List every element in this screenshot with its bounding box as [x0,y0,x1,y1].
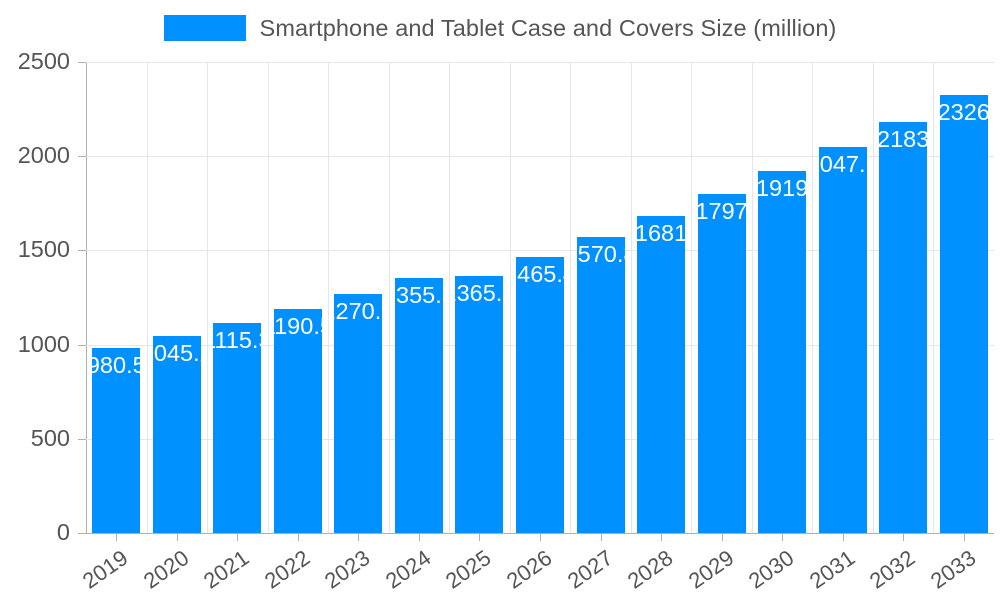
bar-value-label: 980.5 [92,352,141,379]
x-axis-tick-mark [782,534,783,541]
category-gridline [268,62,269,533]
bar[interactable]: 2047.1 [818,147,867,533]
x-axis-tick-label: 2031 [804,545,859,594]
x-axis-tick-mark [479,534,480,541]
category-gridline [147,62,148,533]
y-axis-tick-mark [78,344,86,346]
bar[interactable]: 1570.8 [576,237,625,533]
category-gridline [510,62,511,533]
bar-value-label: 1190.5 [274,312,322,339]
bar-value-label: 1797 [697,198,746,225]
bar-value-label: 1270.8 [334,297,382,324]
x-axis-tick-mark [661,534,662,541]
y-axis-tick-label: 0 [56,519,70,545]
x-axis-tick-label: 2027 [562,545,617,594]
y-axis-tick-label: 1500 [17,236,70,263]
gridline [86,250,994,252]
x-axis-tick-mark [419,534,420,541]
bar[interactable]: 2326 [939,94,988,533]
x-axis-tick-label: 2023 [320,545,375,594]
y-axis-tick-mark [78,62,86,63]
plot-area: 980.5 1045.2 1115.3 1190.5 1270.8 1355.3 1365.… [86,62,994,534]
y-axis-tick-label: 2000 [17,142,70,169]
x-axis-tick-label: 2019 [78,545,133,594]
category-gridline [328,62,329,533]
x-axis-tick-label: 2033 [925,545,981,594]
category-gridline [873,62,874,533]
y-axis-tick-label: 1000 [17,330,70,357]
x-axis-tick-mark [903,534,904,541]
x-axis-tick-label: 2024 [380,545,436,594]
bar[interactable]: 1365.5 [455,275,504,533]
bar[interactable]: 1045.2 [152,336,201,533]
y-axis-tick-mark [78,533,86,534]
bar-value-label: 2326 [939,98,988,125]
category-gridline [207,62,208,533]
bar[interactable]: 1190.5 [273,308,322,533]
y-axis-tick-label: 2500 [17,48,70,74]
bar-value-label: 1115.3 [213,326,261,353]
x-axis-tick-label: 2022 [259,545,315,594]
category-gridline [389,62,390,533]
category-gridline [449,62,450,533]
bar-value-label: 1355.3 [395,281,443,308]
y-axis-tick-mark [78,156,86,158]
category-gridline [933,62,934,533]
bar-value-label: 1570.8 [577,241,625,268]
x-axis-tick-mark [237,534,238,541]
x-axis-tick-label: 2032 [865,545,920,594]
bar[interactable]: 1355.3 [394,277,443,533]
x-axis-tick-mark [964,534,965,541]
y-axis-line [86,62,87,534]
x-axis-tick-label: 2020 [138,545,194,594]
x-axis-tick-mark [358,534,359,541]
y-axis-tick-mark [78,438,86,440]
x-axis-tick-mark [298,534,299,541]
chart-legend: Smartphone and Tablet Case and Covers Si… [0,0,1000,56]
bar[interactable]: 1115.3 [213,322,262,533]
x-axis-tick-mark [116,534,117,541]
gridline [86,156,994,158]
category-gridline [570,62,571,533]
bar-value-label: 1919 [758,175,807,202]
category-gridline [752,62,753,533]
legend-label: Smartphone and Tablet Case and Covers Si… [259,14,837,41]
category-gridline [691,62,692,533]
gridline [86,62,994,63]
x-axis-tick-mark [601,534,602,541]
bar[interactable]: 1681 [637,216,686,533]
x-axis-tick-label: 2021 [199,545,254,594]
bar-value-label: 2047.1 [819,151,867,178]
bar-value-label: 1045.2 [153,340,201,367]
x-axis-tick-label: 2029 [683,545,738,594]
x-axis-tick-mark [843,534,844,541]
x-axis-tick-label: 2030 [744,545,799,594]
y-axis-tick-mark [78,250,86,252]
x-axis-tick-label: 2026 [501,545,557,594]
bar-value-label: 1681 [637,220,686,247]
bar-value-label: 1365.5 [455,279,503,306]
bar[interactable]: 1465.4 [516,256,564,533]
category-gridline [631,62,632,533]
x-axis-tick-mark [177,534,178,541]
bar[interactable]: 1270.8 [334,293,383,533]
bar[interactable]: 1797 [697,194,746,533]
gridline [86,533,994,534]
bar-value-label: 2183 [879,125,928,152]
bar-value-label: 1465.4 [516,260,564,287]
legend-color-swatch [163,15,246,41]
y-axis-tick-label: 500 [30,424,70,451]
x-axis-tick-mark [540,534,541,541]
bar[interactable]: 2183 [879,121,928,533]
x-axis-tick-label: 2025 [441,545,496,594]
x-axis-tick-mark [722,534,723,541]
legend-entry[interactable]: Smartphone and Tablet Case and Covers Si… [163,14,837,42]
x-axis-tick-label: 2028 [622,545,678,594]
bar[interactable]: 980.5 [92,348,141,533]
category-gridline [812,62,813,533]
bar[interactable]: 1919 [758,171,807,533]
